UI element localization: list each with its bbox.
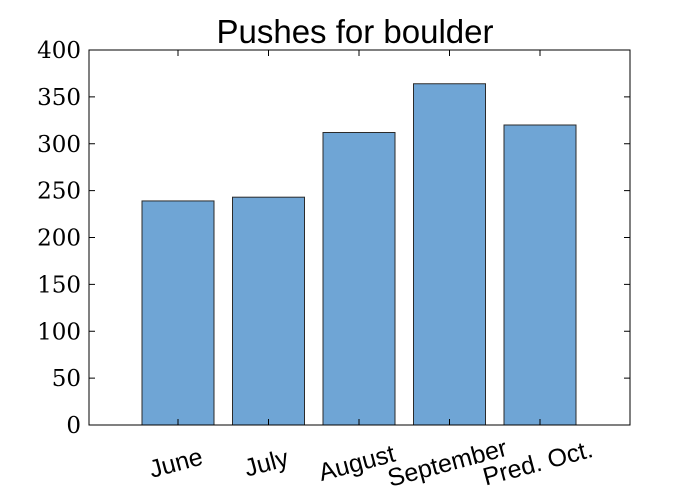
bars — [141, 83, 577, 426]
y-tick-label: 100 — [37, 319, 81, 345]
bar-june — [141, 200, 215, 426]
x-tick-label: August — [316, 440, 398, 487]
plot-frame — [88, 49, 631, 426]
y-tick-label: 250 — [37, 179, 81, 205]
bar-july — [232, 196, 305, 426]
bar-september — [413, 83, 486, 426]
y-tick-label: 50 — [52, 366, 81, 392]
bar-august — [322, 132, 396, 426]
y-tick-label: 150 — [37, 272, 81, 298]
chart-title: Pushes for boulder — [216, 13, 493, 50]
x-tick-label: July — [241, 444, 292, 483]
y-tick-label: 300 — [37, 132, 81, 158]
y-tick-label: 0 — [66, 413, 81, 439]
y-tick-label: 350 — [37, 85, 81, 111]
y-tick-label: 400 — [37, 38, 81, 64]
x-tick-label: June — [146, 443, 206, 484]
y-tick-label: 200 — [37, 226, 81, 252]
y-axis-ticks: 0 50 100 150 200 250 300 350 400 — [37, 38, 630, 439]
bar-pred-oct — [503, 124, 577, 426]
